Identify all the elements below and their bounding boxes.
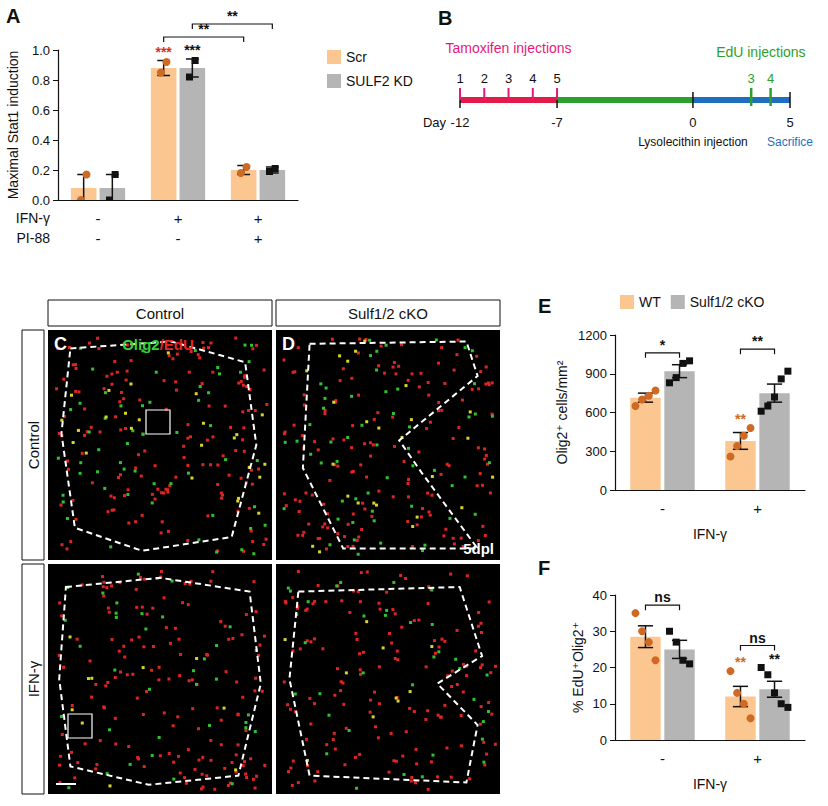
svg-text:***: *** <box>155 44 172 60</box>
svg-text:300: 300 <box>585 444 607 459</box>
svg-text:Maximal Stat1 induction: Maximal Stat1 induction <box>5 51 21 200</box>
svg-text:+: + <box>254 230 263 247</box>
svg-text:20: 20 <box>593 660 607 675</box>
svg-text:5: 5 <box>786 115 793 130</box>
svg-text:+: + <box>174 210 183 227</box>
svg-text:5: 5 <box>553 71 560 86</box>
svg-text:F: F <box>538 557 550 579</box>
svg-text:**: ** <box>769 651 780 667</box>
svg-text:PI-88: PI-88 <box>17 230 51 246</box>
svg-text:-: - <box>660 750 665 767</box>
svg-text:Sulf1/2 cKO: Sulf1/2 cKO <box>690 294 765 310</box>
svg-text:**: ** <box>752 333 763 349</box>
svg-text:% EdU⁺Olig2⁺: % EdU⁺Olig2⁺ <box>570 622 586 713</box>
svg-text:30: 30 <box>593 624 607 639</box>
svg-text:+: + <box>254 210 263 227</box>
svg-text:+: + <box>753 500 762 517</box>
svg-text:-12: -12 <box>451 115 470 130</box>
svg-text:ns: ns <box>654 589 671 605</box>
svg-text:0: 0 <box>600 733 607 748</box>
svg-text:IFN-γ: IFN-γ <box>693 526 727 542</box>
svg-text:1: 1 <box>456 71 463 86</box>
svg-text:C: C <box>54 334 67 354</box>
svg-text:B: B <box>438 7 452 29</box>
svg-text:A: A <box>6 5 20 27</box>
svg-text:ns: ns <box>749 630 766 646</box>
svg-text:3: 3 <box>505 71 512 86</box>
svg-text:-7: -7 <box>551 115 563 130</box>
svg-text:-: - <box>176 230 181 247</box>
svg-text:0.6: 0.6 <box>32 103 50 118</box>
svg-text:D: D <box>282 334 295 354</box>
svg-text:3: 3 <box>748 71 755 86</box>
svg-text:0: 0 <box>689 115 696 130</box>
svg-text:*: * <box>660 337 666 353</box>
svg-text:900: 900 <box>585 366 607 381</box>
svg-text:**: ** <box>227 8 238 24</box>
svg-text:Control: Control <box>25 421 42 469</box>
svg-text:Scr: Scr <box>346 49 367 65</box>
svg-text:Sacrifice: Sacrifice <box>767 135 813 149</box>
svg-text:0.0: 0.0 <box>32 193 50 208</box>
svg-text:Control: Control <box>136 305 184 322</box>
svg-text:IFN-γ: IFN-γ <box>25 660 42 697</box>
svg-text:+: + <box>753 750 762 767</box>
svg-text:-: - <box>660 500 665 517</box>
svg-text:***: *** <box>184 42 201 58</box>
svg-text:Lysolecithin injection: Lysolecithin injection <box>638 135 748 149</box>
svg-text:0: 0 <box>600 483 607 498</box>
svg-text:0.8: 0.8 <box>32 73 50 88</box>
svg-text:**: ** <box>735 654 746 670</box>
svg-text:Tamoxifen injections: Tamoxifen injections <box>445 40 571 56</box>
svg-text:1200: 1200 <box>578 328 607 343</box>
svg-text:SULF2 KD: SULF2 KD <box>346 73 413 89</box>
svg-text:2: 2 <box>481 71 488 86</box>
svg-text:Sulf1/2 cKO: Sulf1/2 cKO <box>348 305 428 322</box>
svg-text:40: 40 <box>593 588 607 603</box>
svg-text:1.0: 1.0 <box>32 43 50 58</box>
svg-text:600: 600 <box>585 405 607 420</box>
svg-text:10: 10 <box>593 696 607 711</box>
svg-text:/EdU: /EdU <box>160 336 194 353</box>
svg-text:EdU injections: EdU injections <box>716 44 806 60</box>
svg-text:Olig2⁺ cells/mm²: Olig2⁺ cells/mm² <box>554 360 570 464</box>
svg-text:WT: WT <box>639 294 661 310</box>
svg-text:-: - <box>96 210 101 227</box>
svg-text:0.4: 0.4 <box>32 133 50 148</box>
svg-text:4: 4 <box>529 71 536 86</box>
svg-text:**: ** <box>735 411 746 427</box>
svg-text:0.2: 0.2 <box>32 163 50 178</box>
svg-text:Olig2: Olig2 <box>122 336 160 353</box>
svg-text:E: E <box>538 295 551 317</box>
svg-text:4: 4 <box>767 71 774 86</box>
svg-text:5dpl: 5dpl <box>463 540 494 557</box>
svg-text:IFN-γ: IFN-γ <box>693 776 727 792</box>
svg-text:IFN-γ: IFN-γ <box>16 210 50 226</box>
svg-text:-: - <box>96 230 101 247</box>
svg-text:Day: Day <box>423 115 447 130</box>
